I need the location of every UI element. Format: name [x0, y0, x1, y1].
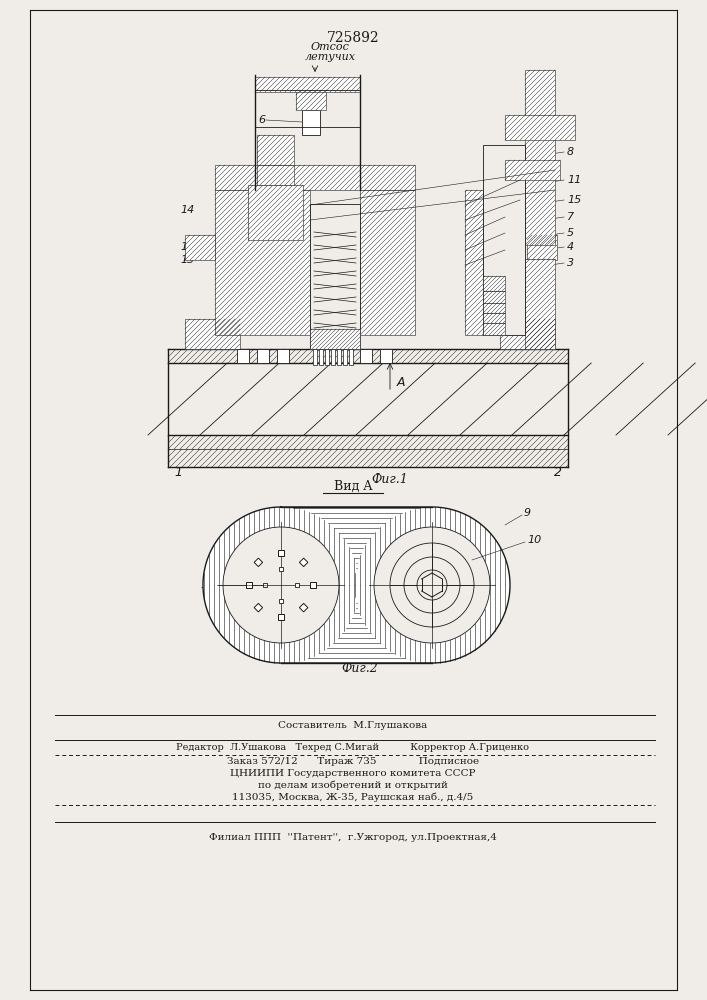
Text: Редактор  Л.Ушакова   Техред С.Мигай          Корректор А.Гриценко: Редактор Л.Ушакова Техред С.Мигай Коррек…	[177, 742, 530, 752]
Bar	[310, 204, 360, 349]
Bar	[483, 323, 505, 335]
Text: 113035, Москва, Ж-35, Раушская наб., д.4/5: 113035, Москва, Ж-35, Раушская наб., д.4…	[233, 792, 474, 802]
Text: 15: 15	[567, 195, 581, 205]
Bar	[215, 165, 415, 190]
Text: 4: 4	[567, 242, 574, 252]
Bar	[525, 70, 555, 245]
Bar	[302, 110, 320, 135]
Bar	[257, 165, 294, 185]
Bar	[281, 507, 432, 663]
Bar	[185, 319, 240, 349]
Bar	[279, 567, 283, 571]
Text: A: A	[397, 375, 406, 388]
Bar	[310, 329, 360, 349]
Text: Составитель  М.Глушакова: Составитель М.Глушакова	[279, 720, 428, 730]
Bar	[310, 582, 316, 588]
Bar	[299, 558, 308, 567]
Bar	[505, 115, 575, 140]
Text: 13: 13	[181, 255, 195, 265]
Text: 9: 9	[524, 508, 531, 518]
Bar	[278, 614, 284, 620]
Bar	[254, 603, 262, 612]
Text: 11: 11	[567, 175, 581, 185]
Bar	[168, 449, 568, 467]
Text: Вид A: Вид A	[334, 480, 372, 493]
Bar	[500, 319, 555, 349]
Wedge shape	[203, 507, 281, 663]
Bar	[278, 550, 284, 556]
Bar	[257, 349, 269, 363]
Circle shape	[390, 543, 474, 627]
Bar	[483, 303, 505, 313]
Text: 725892: 725892	[327, 31, 380, 45]
Bar	[248, 185, 303, 240]
Bar	[279, 599, 283, 603]
Bar	[295, 583, 299, 587]
Bar	[360, 349, 372, 363]
Bar	[263, 583, 267, 587]
Bar	[360, 190, 415, 335]
Bar	[246, 582, 252, 588]
Bar	[313, 349, 317, 365]
Circle shape	[404, 557, 460, 613]
Text: по делам изобретений и открытий: по делам изобретений и открытий	[258, 780, 448, 790]
Bar	[255, 77, 360, 92]
Text: летучих: летучих	[305, 52, 356, 62]
Bar	[299, 603, 308, 612]
Text: 12: 12	[181, 242, 195, 252]
Bar	[257, 135, 294, 165]
Bar	[237, 349, 249, 363]
Text: 5: 5	[567, 228, 574, 238]
Bar	[319, 349, 323, 365]
Bar	[483, 313, 505, 323]
Bar	[527, 235, 557, 260]
Bar	[325, 349, 329, 365]
Text: Заказ 572/12      Тираж 735             Подписное: Заказ 572/12 Тираж 735 Подписное	[227, 756, 479, 766]
Bar	[465, 190, 483, 335]
Bar	[349, 349, 353, 365]
Text: 14: 14	[181, 205, 195, 215]
Circle shape	[374, 527, 490, 643]
Text: 13: 13	[201, 580, 215, 590]
Bar	[337, 349, 341, 365]
Circle shape	[417, 570, 447, 600]
Bar	[254, 558, 262, 567]
Bar	[215, 190, 310, 335]
Text: Фиг.2: Фиг.2	[341, 662, 378, 675]
Bar	[343, 349, 347, 365]
Text: 3: 3	[567, 258, 574, 268]
Bar	[296, 90, 326, 110]
Bar	[168, 363, 568, 435]
Bar	[525, 259, 555, 349]
Bar	[483, 291, 505, 303]
Text: ЦНИИПИ Государственного комитета СССР: ЦНИИПИ Государственного комитета СССР	[230, 768, 476, 778]
Text: 8: 8	[567, 147, 574, 157]
Bar	[331, 349, 335, 365]
Bar	[505, 160, 560, 180]
Bar	[380, 349, 392, 363]
Bar	[277, 349, 289, 363]
Text: 6: 6	[258, 115, 265, 125]
Bar	[168, 435, 568, 449]
Bar	[483, 145, 525, 335]
Bar	[483, 276, 505, 291]
Text: 7: 7	[567, 212, 574, 222]
Text: Фиг.1: Фиг.1	[372, 473, 409, 486]
Text: Отсос: Отсос	[310, 42, 349, 52]
Text: Филиал ППП  ''Патент'',  г.Ужгород, ул.Проектная,4: Филиал ППП ''Патент'', г.Ужгород, ул.Про…	[209, 832, 497, 842]
Wedge shape	[432, 507, 510, 663]
Circle shape	[223, 527, 339, 643]
Text: 10: 10	[527, 535, 542, 545]
Bar	[168, 349, 568, 363]
Bar	[185, 235, 215, 260]
Text: 1: 1	[174, 466, 182, 479]
Text: 2: 2	[554, 466, 562, 479]
